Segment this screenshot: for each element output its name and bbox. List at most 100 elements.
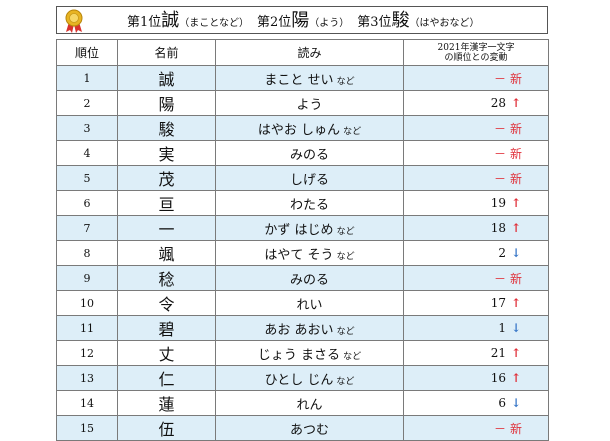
previous-rank: － [493,121,506,136]
reading-text: れい [296,297,323,313]
down-arrow-icon: ↓ [510,396,522,410]
previous-rank: 28 [490,96,506,110]
table-body: 1 誠まこと せい など－新 2 陽よう 28 ↑ 3 駿はやお しゅん など－新 4 実みのる－新 5… [56,65,549,441]
reading-cell: はやお しゅん など [215,115,404,141]
table-row: 4 実 みのる －新 [56,140,549,166]
reading-text: しげる [289,172,329,188]
previous-rank: 17 [490,296,506,310]
rank3-reading: （はやおなど） [409,18,480,29]
rank-change-cell: －新 [403,165,549,191]
rank1-kanji: 誠 [161,10,180,31]
table-row: 9 稔 みのる －新 [56,265,549,291]
table-row: 12 丈じょう まさる など 21 ↑ [56,340,549,366]
table-row: 8 颯はやて そう など 2 ↓ [56,240,549,266]
rank-cell: 10 [56,290,118,316]
name-kanji-cell: 仁 [117,365,216,391]
reading-etc-note: など [336,76,355,87]
reading-text: みのる [289,147,329,163]
name-kanji-cell: 蓮 [117,390,216,416]
up-arrow-icon: ↑ [510,296,522,310]
name-kanji-cell: 丈 [117,340,216,366]
name-kanji-cell: 伍 [117,415,216,441]
new-entry-badge: 新 [509,121,522,136]
name-ranking-table: 順位 名前 読み 2021年漢字一文字 の順位との変動 1 誠まこと せい など－新… [56,39,549,441]
header-reading: 読み [215,39,404,66]
reading-cell: しげる [215,165,404,191]
rank-change-cell: －新 [403,140,549,166]
reading-cell: れい [215,290,404,316]
previous-rank: － [493,271,506,286]
reading-cell: みのる [215,265,404,291]
header-name: 名前 [117,39,216,66]
reading-text: よう [296,97,323,113]
reading-text: ひとし じん [264,372,334,388]
table-header-row: 順位 名前 読み 2021年漢字一文字 の順位との変動 [56,39,549,66]
table-row: 6 亘 わたる 19 ↑ [56,190,549,216]
reading-etc-note: など [336,326,355,337]
previous-rank: 18 [490,221,506,235]
rank-change-cell: 17 ↑ [403,290,549,316]
rank-cell: 3 [56,115,118,141]
up-arrow-icon: ↑ [510,371,522,385]
table-row: 1 誠まこと せい など－新 [56,65,549,91]
previous-rank: 1 [498,321,506,335]
table-row: 13 仁ひとし じん など 16 ↑ [56,365,549,391]
reading-text: はやて そう [264,247,334,263]
rank-change-cell: －新 [403,115,549,141]
table-row: 10 令 れい 17 ↑ [56,290,549,316]
table-row: 15 伍 あつむ －新 [56,415,549,441]
rank-cell: 11 [56,315,118,341]
name-kanji-cell: 誠 [117,65,216,91]
new-entry-badge: 新 [509,146,522,161]
rank-change-cell: －新 [403,65,549,91]
rank3-kanji: 駿 [391,10,410,31]
rank-cell: 4 [56,140,118,166]
rank-change-cell: 6 ↓ [403,390,549,416]
reading-text: あお あおい [264,322,334,338]
reading-text: じょう まさる [257,347,341,363]
new-entry-badge: 新 [509,271,522,286]
rank-cell: 5 [56,165,118,191]
name-kanji-cell: 駿 [117,115,216,141]
name-kanji-cell: 令 [117,290,216,316]
previous-rank: － [493,171,506,186]
rank-cell: 15 [56,415,118,441]
reading-cell: はやて そう など [215,240,404,266]
reading-etc-note: など [336,376,355,387]
reading-text: かず はじめ [264,222,334,238]
rank-cell: 9 [56,265,118,291]
header-change: 2021年漢字一文字 の順位との変動 [403,39,549,66]
rank-cell: 2 [56,90,118,116]
reading-cell: みのる [215,140,404,166]
name-kanji-cell: 一 [117,215,216,241]
reading-text: あつむ [289,422,329,438]
reading-cell: れん [215,390,404,416]
new-entry-badge: 新 [509,71,522,86]
rank2-kanji: 陽 [291,10,310,31]
previous-rank: 2 [498,246,506,260]
down-arrow-icon: ↓ [510,321,522,335]
rank-change-cell: 18 ↑ [403,215,549,241]
rank-change-cell: 21 ↑ [403,340,549,366]
rank-cell: 6 [56,190,118,216]
rank-change-cell: －新 [403,265,549,291]
rank-change-cell: 28 ↑ [403,90,549,116]
gold-medal-icon [65,9,83,33]
table-row: 14 蓮れん 6 ↓ [56,390,549,416]
rank2-label: 第2位 [256,15,292,30]
up-arrow-icon: ↑ [510,96,522,110]
rank-change-cell: 19 ↑ [403,190,549,216]
reading-text: みのる [289,272,329,288]
rank1-label: 第1位 [127,15,162,30]
new-entry-badge: 新 [509,171,522,186]
header-change-line1: 2021年漢字一文字 [437,42,515,53]
table-row: 11 碧あお あおい など 1 ↓ [56,315,549,341]
reading-etc-note: など [343,126,362,137]
rank-change-cell: 16 ↑ [403,365,549,391]
rank-cell: 1 [56,65,118,91]
previous-rank: 16 [490,371,506,385]
name-kanji-cell: 颯 [117,240,216,266]
reading-cell: ひとし じん など [215,365,404,391]
reading-etc-note: など [336,226,355,237]
up-arrow-icon: ↑ [510,196,522,210]
